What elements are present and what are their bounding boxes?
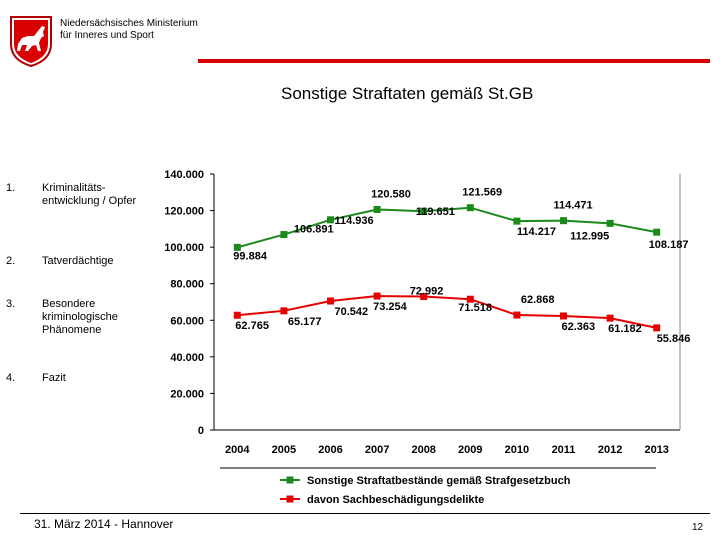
nav-item-number: 1. xyxy=(6,182,16,194)
data-label: 72.992 xyxy=(410,286,444,298)
data-point xyxy=(466,204,474,212)
x-tick-label: 2008 xyxy=(411,444,435,456)
line-chart: 0 20.000 40.000 60.000 80.000 100.000 120.000 1… xyxy=(164,169,690,506)
data-point xyxy=(233,311,241,319)
y-tick-label: 40.000 xyxy=(170,352,204,364)
data-point xyxy=(327,216,334,224)
data-label: 70.542 xyxy=(335,306,369,318)
data-label: 114.471 xyxy=(554,200,593,212)
data-point xyxy=(280,231,288,239)
data-label: 112.995 xyxy=(570,230,609,242)
data-point xyxy=(373,206,381,214)
nav-item-number: 2. xyxy=(6,255,16,267)
data-point xyxy=(560,217,567,225)
data-point xyxy=(513,217,521,225)
data-label: 65.177 xyxy=(288,316,322,328)
x-tick-label: 2011 xyxy=(552,444,576,456)
data-point xyxy=(653,228,661,236)
y-tick-label: 100.000 xyxy=(164,242,204,254)
slide-title-text: Sonstige Straftaten gemäß St.GB xyxy=(281,84,534,103)
data-point xyxy=(466,295,474,303)
x-tick-label: 2013 xyxy=(644,444,668,456)
x-tick-label: 2010 xyxy=(505,444,529,456)
lower-saxony-horse-logo xyxy=(10,16,52,68)
x-tick-label: 2009 xyxy=(458,444,482,456)
nav-item-number: 4. xyxy=(6,372,16,384)
data-point xyxy=(513,311,521,319)
y-tick-label: 120.000 xyxy=(164,206,204,218)
series-line xyxy=(237,206,657,249)
nav-item-label: Fazit xyxy=(42,372,66,384)
x-tick-label: 2007 xyxy=(365,444,389,456)
x-tick-label: 2012 xyxy=(598,444,622,456)
data-point xyxy=(653,324,661,332)
data-point xyxy=(327,297,334,305)
nav-item-label: Tatverdächtige xyxy=(42,255,114,267)
data-point xyxy=(606,314,614,322)
data-point xyxy=(373,292,381,300)
data-label: 62.363 xyxy=(562,321,596,333)
y-tick-label: 80.000 xyxy=(170,279,204,291)
y-tick-label: 140.000 xyxy=(164,169,204,181)
x-tick-label: 2004 xyxy=(225,444,250,456)
data-label: 121.569 xyxy=(462,187,502,199)
page-number: 12 xyxy=(692,522,704,533)
data-label: 73.254 xyxy=(373,301,408,313)
legend-label: davon Sachbeschädigungsdelikte xyxy=(307,494,484,506)
nav-item-label: Kriminalitäts-entwicklung / Opfer xyxy=(42,182,137,207)
data-point xyxy=(560,312,567,320)
data-label: 106.891 xyxy=(294,224,334,236)
data-label: 120.580 xyxy=(371,189,411,201)
data-label: 55.846 xyxy=(657,333,690,345)
data-label: 62.868 xyxy=(521,294,555,306)
ministry-line-1: Niedersächsisches Ministerium xyxy=(60,18,198,29)
data-label: 114.936 xyxy=(335,215,374,227)
ministry-name: Niedersächsisches Ministerium für Innere… xyxy=(60,18,198,42)
data-label: 61.182 xyxy=(608,323,642,335)
data-label: 71.518 xyxy=(458,302,492,314)
data-label: 119.651 xyxy=(416,206,455,218)
x-tick-label: 2005 xyxy=(272,444,296,456)
data-point xyxy=(606,219,614,227)
data-point xyxy=(233,243,241,251)
footer-event: 31. März 2014 - Hannover xyxy=(34,517,174,531)
legend-marker xyxy=(286,495,294,503)
y-tick-label: 0 xyxy=(198,425,204,437)
data-point xyxy=(420,293,428,301)
y-tick-label: 60.000 xyxy=(170,315,204,327)
series-line xyxy=(237,295,657,329)
data-label: 99.884 xyxy=(233,250,268,262)
data-label: 114.217 xyxy=(517,226,556,238)
nav-item-label: Besondere kriminologische Phänomene xyxy=(42,298,118,336)
footer-divider xyxy=(20,513,710,514)
data-point xyxy=(280,307,288,315)
legend-label: Sonstige Straftatbestände gemäß Strafges… xyxy=(307,475,571,487)
x-tick-label: 2006 xyxy=(318,444,342,456)
legend-marker xyxy=(286,476,294,484)
data-label: 62.765 xyxy=(235,320,269,332)
data-point xyxy=(420,207,428,215)
y-tick-label: 20.000 xyxy=(170,388,204,400)
header-divider xyxy=(198,59,710,63)
data-label: 108.187 xyxy=(649,239,689,251)
ministry-line-2: für Inneres und Sport xyxy=(60,30,154,41)
nav-item-number: 3. xyxy=(6,298,16,310)
